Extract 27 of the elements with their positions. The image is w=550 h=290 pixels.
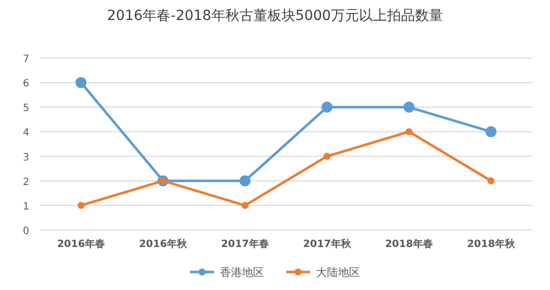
point <box>486 126 496 138</box>
point <box>404 102 414 113</box>
legend-label: 香港地区 <box>220 266 264 279</box>
y-tick-label: 2 <box>22 176 30 188</box>
x-tick-label: 2017年秋 <box>303 238 352 250</box>
y-tick-label: 4 <box>22 128 30 139</box>
legend-label: 大陆地区 <box>316 266 360 279</box>
point <box>324 152 330 160</box>
chart-title: 2016年春-2018年秋古董板块5000万元以上拍品数量 <box>107 8 443 24</box>
x-tick-label: 2017年春 <box>221 238 269 250</box>
point <box>488 177 494 184</box>
y-tick-label: 1 <box>22 201 30 212</box>
x-tick-label: 2016年春 <box>57 238 105 250</box>
y-tick-label: 5 <box>22 103 30 114</box>
y-tick-label: 3 <box>22 152 30 164</box>
x-tick-label: 2018年秋 <box>467 238 516 250</box>
point <box>76 77 86 88</box>
y-tick-label: 6 <box>22 78 30 90</box>
y-tick-label: 7 <box>22 54 30 65</box>
x-tick-label: 2016年秋 <box>139 238 188 250</box>
point <box>406 128 412 136</box>
point <box>78 202 84 209</box>
point <box>242 202 248 209</box>
y-tick-label: 0 <box>22 226 30 237</box>
x-tick-label: 2018年春 <box>385 238 433 250</box>
point <box>322 102 332 113</box>
point <box>240 175 250 186</box>
